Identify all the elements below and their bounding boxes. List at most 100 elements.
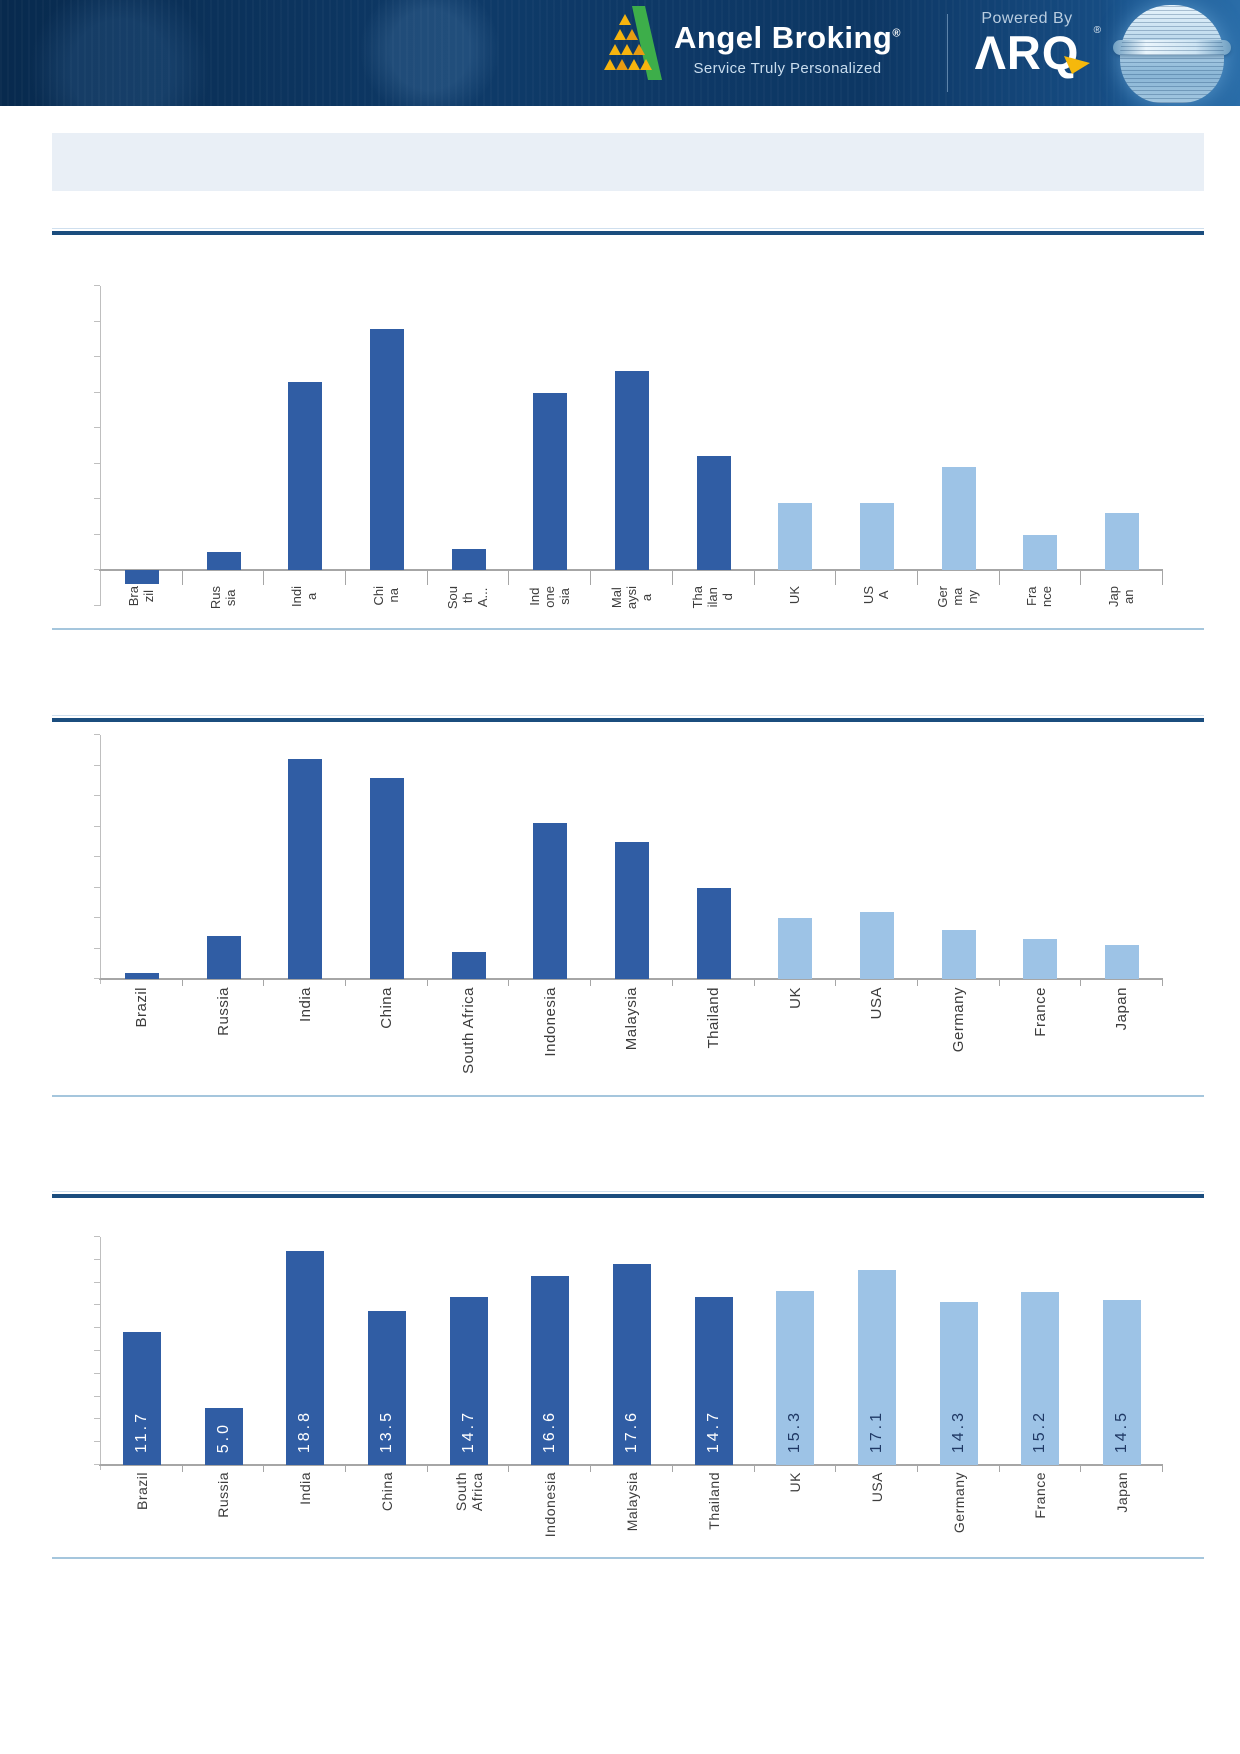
category-slot-usa	[836, 735, 918, 986]
x-label-germany: Germany	[950, 987, 968, 1053]
category-slot-thailand: 14.7	[673, 1237, 755, 1472]
chart-3-plot-area: 11.7 5.0 18.8 13.5 14.7 16.6 17.6 14.7 15.3 17.1 1…	[94, 1236, 1163, 1472]
bar-chart-1: Bra zil Rus sia Indi a Chi na Sou th A... Ind…	[94, 285, 1163, 626]
bar-india: 18.8	[286, 1250, 325, 1465]
y-axis	[100, 286, 101, 606]
category-slot-india	[264, 286, 346, 585]
bar-uk: 15.3	[776, 1290, 815, 1465]
y-axis-tick	[94, 285, 100, 286]
bar-russia	[206, 552, 241, 570]
bar-value-label: 14.3	[949, 1409, 967, 1453]
chart-2-plot-area	[94, 734, 1163, 986]
bar-value-label: 15.2	[1031, 1409, 1049, 1453]
x-label-south-africa: South Africa	[452, 1472, 485, 1512]
x-label-russia: Russia	[214, 987, 232, 1036]
category-slot-south-africa: 14.7	[428, 1237, 510, 1472]
bar-value-label: 16.6	[541, 1409, 559, 1453]
category-slot-japan	[1081, 286, 1163, 585]
bar-south-africa	[451, 951, 486, 979]
category-slot-indonesia: 16.6	[509, 1237, 591, 1472]
y-axis-tick	[94, 978, 100, 979]
x-label-france: Fra nce	[1024, 586, 1055, 607]
y-axis-tick	[94, 1327, 100, 1329]
bar-india	[288, 759, 323, 979]
brand-name: Angel Broking®	[674, 20, 901, 55]
arq-logo: ΛRQ ®	[974, 25, 1102, 79]
bar-usa	[860, 502, 895, 570]
y-axis-tick	[94, 1395, 100, 1397]
x-label-india: Indi a	[289, 586, 320, 607]
chart-1-x-labels: Bra zil Rus sia Indi a Chi na Sou th A... Ind…	[101, 586, 1163, 626]
category-slot-russia: 5.0	[183, 1237, 265, 1472]
y-axis-tick	[94, 917, 100, 918]
x-label-thailand: Tha ilan d	[690, 586, 736, 609]
bar-japan	[1105, 513, 1140, 570]
bar-malaysia: 17.6	[612, 1264, 651, 1465]
category-slot-brazil: 11.7	[101, 1237, 183, 1472]
category-slot-south-africa	[428, 286, 510, 585]
category-slot-indonesia	[509, 735, 591, 986]
x-label-usa: USA	[868, 1472, 885, 1503]
section-3-rule	[52, 1191, 1204, 1198]
x-label-japan: Jap an	[1106, 586, 1137, 607]
bar-russia	[206, 936, 241, 979]
brand-block: Angel Broking® Service Truly Personalize…	[598, 6, 901, 80]
x-label-china: Chi na	[370, 586, 401, 606]
page-content: Bra zil Rus sia Indi a Chi na Sou th A... Ind…	[0, 133, 1240, 1559]
category-slot-france: 15.2	[1000, 1237, 1082, 1472]
category-slot-brazil	[101, 286, 183, 585]
chart-1-bars	[101, 286, 1163, 585]
section-2-rule	[52, 715, 1204, 722]
brand-registered-mark: ®	[892, 27, 901, 40]
y-axis-tick	[94, 462, 100, 464]
x-label-indonesia: Indonesia	[541, 987, 559, 1057]
y-axis-tick	[94, 795, 100, 796]
bar-india	[288, 381, 323, 570]
x-label-china: China	[378, 1472, 395, 1512]
y-axis	[100, 1237, 101, 1470]
y-axis-tick	[94, 391, 100, 393]
section-2-divider	[52, 1095, 1204, 1097]
x-label-germany: Germany	[950, 1472, 967, 1534]
x-label-uk: UK	[786, 987, 804, 1009]
x-label-japan: Japan	[1114, 1472, 1131, 1513]
x-label-brazil: Bra zil	[125, 586, 156, 607]
bar-usa: 17.1	[858, 1270, 897, 1465]
category-slot-indonesia	[509, 286, 591, 585]
y-axis-tick	[94, 1372, 100, 1374]
category-slot-france	[1000, 735, 1082, 986]
brand-text: Angel Broking® Service Truly Personalize…	[674, 6, 901, 77]
y-axis-tick	[94, 1464, 100, 1465]
x-label-japan: Japan	[1113, 987, 1131, 1031]
chart-2-x-labels: Brazil Russia India China South Africa Indone…	[101, 987, 1163, 1087]
y-axis-tick	[94, 1304, 100, 1306]
category-slot-russia	[183, 735, 265, 986]
bar-germany	[941, 467, 976, 570]
y-axis-tick	[94, 947, 100, 949]
bar-usa	[860, 911, 895, 979]
x-label-russia: Russia	[215, 1472, 232, 1518]
y-axis-tick	[94, 533, 100, 535]
category-slot-usa	[836, 286, 918, 585]
bar-indonesia: 16.6	[531, 1275, 570, 1465]
category-slot-russia	[183, 286, 265, 585]
bar-value-label: 18.8	[296, 1409, 314, 1453]
chart-3-x-labels: Brazil Russia India China South Africa Indone…	[101, 1472, 1163, 1552]
bar-value-label: 14.5	[1113, 1409, 1131, 1453]
y-axis-tick	[94, 427, 100, 428]
x-axis	[99, 569, 1163, 571]
bar-uk	[778, 918, 813, 979]
bar-china	[369, 328, 404, 570]
bar-value-label: 14.7	[459, 1409, 477, 1453]
bar-japan	[1105, 945, 1140, 979]
x-label-indonesia: Ind one sia	[526, 586, 572, 608]
bar-germany	[941, 930, 976, 979]
category-slot-japan: 14.5	[1081, 1237, 1163, 1472]
bar-china	[369, 777, 404, 979]
section-3-divider	[52, 1557, 1204, 1559]
category-slot-thailand	[673, 735, 755, 986]
y-axis-tick	[94, 1281, 100, 1283]
x-label-india: India	[296, 987, 314, 1023]
arq-arrow-icon	[1064, 56, 1090, 75]
bar-russia: 5.0	[204, 1408, 243, 1465]
